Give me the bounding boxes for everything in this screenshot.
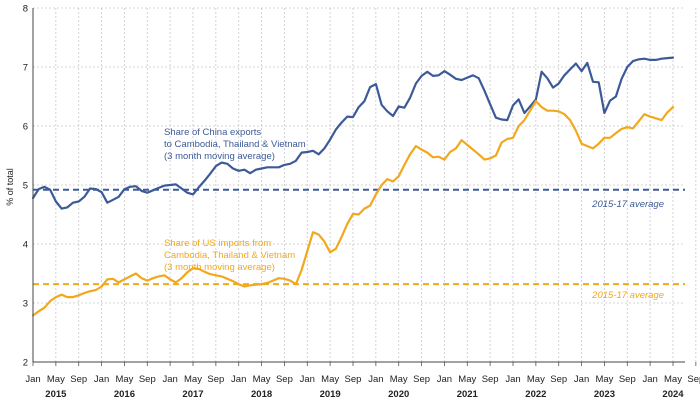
us-imports-line (31, 100, 675, 317)
year-label: 2015 (45, 389, 67, 400)
x-tick-label: May (458, 374, 476, 385)
x-tick-label: Jan (231, 374, 246, 385)
x-tick-label: May (47, 374, 65, 385)
axes: 2 3 4 5 6 7 8 Jan May Sep Jan May Sep Jan May Sep Jan May… (23, 4, 700, 401)
x-tick-label: Jan (25, 374, 40, 385)
x-tick-label: May (253, 374, 271, 385)
year-label: 2024 (662, 389, 684, 400)
us-average-label: 2015-17 average (591, 290, 664, 301)
china-series-label-line-1: Share of China exports (164, 127, 261, 138)
x-tick-label: May (664, 374, 682, 385)
y-tick-label: 4 (23, 240, 28, 251)
x-tick-label: Jan (505, 374, 520, 385)
x-tick-label: May (390, 374, 408, 385)
x-tick-label: Sep (550, 374, 567, 385)
y-tick-label: 8 (23, 4, 28, 15)
x-tick-label: Jan (574, 374, 589, 385)
y-tick-label: 2 (23, 358, 28, 369)
y-tick-label: 6 (23, 122, 28, 133)
average-lines (33, 188, 685, 286)
x-tick-label: Sep (482, 374, 499, 385)
china-series-label-line-3: (3 month moving average) (164, 151, 275, 162)
x-tick-label: Sep (276, 374, 293, 385)
x-tick-label: Jan (368, 374, 383, 385)
year-label: 2023 (594, 389, 615, 400)
us-series-label-line-3: (3 month moving average) (164, 262, 275, 273)
series-lines (31, 56, 675, 317)
x-tick-label: Jan (437, 374, 452, 385)
x-tick-label: Jan (162, 374, 177, 385)
x-tick-label: May (115, 374, 133, 385)
x-tick-label: Jan (94, 374, 109, 385)
y-axis-label: % of total (5, 168, 15, 206)
year-label: 2016 (114, 389, 135, 400)
x-tick-label: May (527, 374, 545, 385)
x-tick-label: Sep (413, 374, 430, 385)
china-series-label-line-2: to Cambodia, Thailand & Vietnam (164, 139, 306, 150)
us-series-label-line-1: Share of US imports from (164, 238, 271, 249)
china-average-label: 2015-17 average (591, 199, 664, 210)
y-tick-label: 7 (23, 63, 28, 74)
x-tick-label: Sep (139, 374, 156, 385)
year-label: 2021 (457, 389, 479, 400)
x-tick-label: May (184, 374, 202, 385)
y-tick-label: 5 (23, 181, 28, 192)
x-tick-label: Jan (642, 374, 657, 385)
china-series-label: Share of China exports to Cambodia, Thai… (164, 127, 308, 162)
year-label: 2018 (251, 389, 272, 400)
x-tick-label: Sep (687, 374, 700, 385)
china-exports-line (31, 56, 675, 210)
year-label: 2019 (320, 389, 341, 400)
x-tick-label: Sep (207, 374, 224, 385)
x-tick-label: May (595, 374, 613, 385)
year-label: 2017 (182, 389, 203, 400)
x-tick-label: May (321, 374, 339, 385)
us-series-label-line-2: Cambodia, Thailand & Vietnam (164, 250, 295, 261)
us-series-label: Share of US imports from Cambodia, Thail… (164, 238, 298, 273)
year-label: 2020 (388, 389, 409, 400)
x-tick-label: Sep (619, 374, 636, 385)
x-tick-label: Sep (70, 374, 87, 385)
grid-layer (32, 7, 697, 363)
x-tick-label: Sep (345, 374, 362, 385)
x-tick-label: Jan (300, 374, 315, 385)
y-tick-label: 3 (23, 299, 28, 310)
year-label: 2022 (525, 389, 546, 400)
